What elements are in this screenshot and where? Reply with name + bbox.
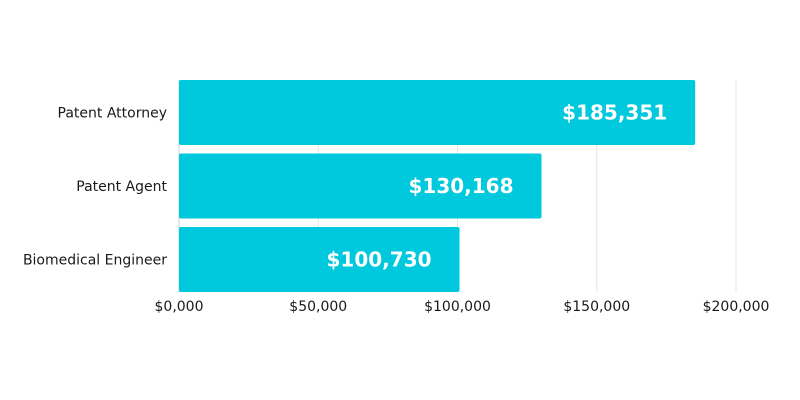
x-tick-label: $150,000: [563, 299, 630, 315]
x-axis-tick-labels: $0,000 $50,000 $100,000 $150,000 $200,000: [155, 299, 770, 315]
bar-value-label: $185,351: [562, 101, 667, 125]
category-label: Patent Attorney: [58, 106, 167, 122]
category-labels: Patent Attorney Patent Agent Biomedical En…: [23, 106, 168, 269]
bar-value-label: $130,168: [409, 174, 514, 198]
x-tick-label: $100,000: [424, 299, 491, 315]
x-tick-label: $50,000: [289, 299, 347, 315]
category-label: Patent Agent: [76, 179, 167, 195]
bar-value-label: $100,730: [327, 248, 432, 272]
x-tick-label: $200,000: [703, 299, 770, 315]
category-label: Biomedical Engineer: [23, 253, 167, 269]
x-tick-label: $0,000: [155, 299, 204, 315]
